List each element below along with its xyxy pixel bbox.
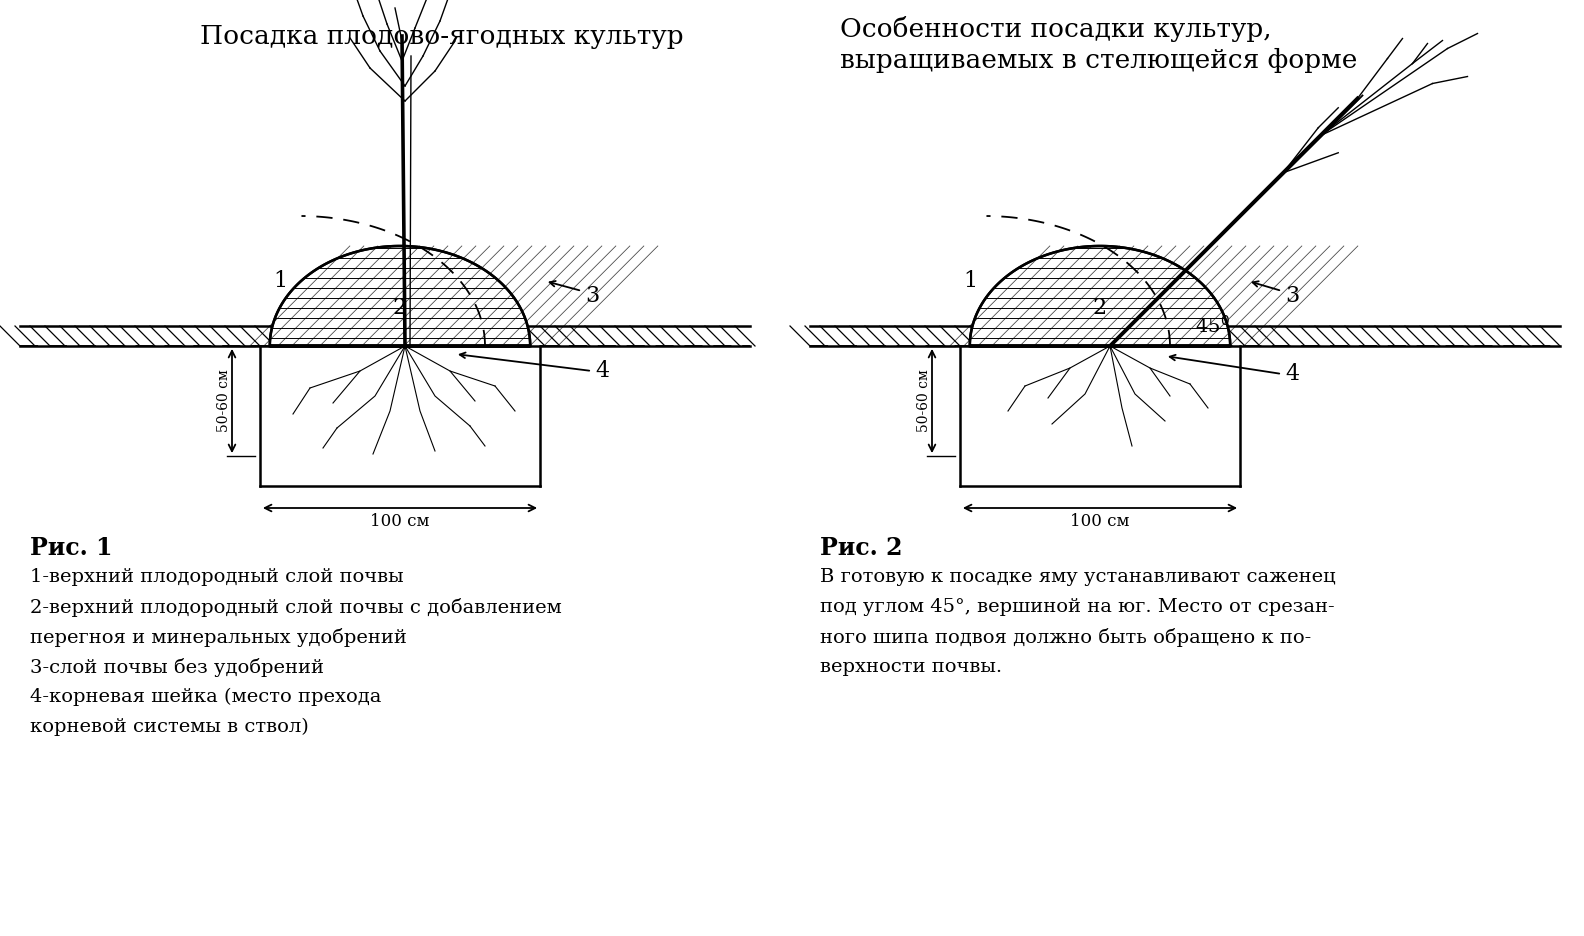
Text: 50-60 см: 50-60 см bbox=[217, 370, 231, 432]
Text: Посадка плодово-ягодных культур: Посадка плодово-ягодных культур bbox=[200, 24, 684, 49]
Text: 2: 2 bbox=[1093, 297, 1107, 319]
Text: под углом 45°, вершиной на юг. Место от срезан-: под углом 45°, вершиной на юг. Место от … bbox=[821, 598, 1335, 616]
Text: В готовую к посадке яму устанавливают саженец: В готовую к посадке яму устанавливают са… bbox=[821, 568, 1335, 586]
Text: 1: 1 bbox=[963, 270, 977, 292]
Text: 4-корневая шейка (место прехода: 4-корневая шейка (место прехода bbox=[30, 688, 382, 707]
Text: Особенности посадки культур,: Особенности посадки культур, bbox=[840, 16, 1272, 42]
Text: перегноя и минеральных удобрений: перегноя и минеральных удобрений bbox=[30, 628, 407, 647]
Text: Рис. 2: Рис. 2 bbox=[821, 536, 903, 560]
Text: 2-верхний плодородный слой почвы с добавлением: 2-верхний плодородный слой почвы с добав… bbox=[30, 598, 562, 617]
Text: 100 см: 100 см bbox=[1071, 513, 1129, 530]
Polygon shape bbox=[969, 246, 1231, 346]
Text: корневой системы в ствол): корневой системы в ствол) bbox=[30, 718, 309, 737]
Text: 2: 2 bbox=[393, 297, 407, 319]
Text: 3: 3 bbox=[1285, 285, 1299, 307]
Text: 3: 3 bbox=[584, 285, 599, 307]
Text: 50-60 см: 50-60 см bbox=[917, 370, 931, 432]
Text: выращиваемых в стелющейся форме: выращиваемых в стелющейся форме bbox=[840, 48, 1357, 73]
Text: Рис. 1: Рис. 1 bbox=[30, 536, 112, 560]
Text: 4: 4 bbox=[596, 360, 610, 382]
Text: 4: 4 bbox=[1285, 363, 1299, 385]
Text: ного шипа подвоя должно быть обращено к по-: ного шипа подвоя должно быть обращено к … bbox=[821, 628, 1312, 647]
Text: 3-слой почвы без удобрений: 3-слой почвы без удобрений bbox=[30, 658, 325, 677]
Text: 1-верхний плодородный слой почвы: 1-верхний плодородный слой почвы bbox=[30, 568, 404, 586]
Text: 100 см: 100 см bbox=[371, 513, 429, 530]
Polygon shape bbox=[269, 246, 531, 346]
Text: 1: 1 bbox=[272, 270, 287, 292]
Text: 45$^0$: 45$^0$ bbox=[1194, 315, 1229, 337]
Text: верхности почвы.: верхности почвы. bbox=[821, 658, 1003, 676]
